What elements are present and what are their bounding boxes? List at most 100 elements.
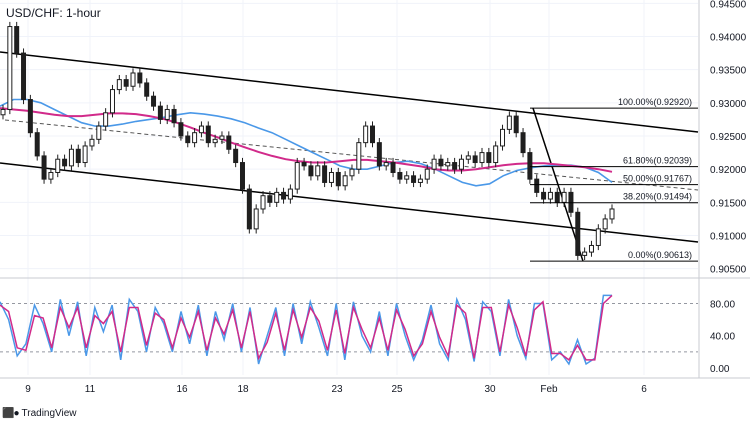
candle-body bbox=[103, 112, 109, 127]
fibonacci-levels: 100.00%(0.92920) 61.80%(0.92039) 50.00%(0.… bbox=[530, 97, 698, 262]
candle-body bbox=[233, 148, 239, 164]
candle bbox=[294, 157, 300, 194]
channel-lower-line bbox=[0, 162, 699, 243]
candle bbox=[192, 128, 198, 148]
candle bbox=[376, 137, 382, 171]
candle-body bbox=[397, 171, 403, 180]
candle bbox=[424, 164, 430, 184]
candle-body bbox=[424, 168, 430, 180]
candle-body bbox=[404, 175, 410, 180]
candle-body bbox=[506, 115, 512, 130]
chart-title: USD/CHF: 1-hour bbox=[6, 6, 101, 20]
candle bbox=[356, 137, 362, 174]
candle-body bbox=[192, 132, 198, 144]
candle bbox=[602, 214, 608, 234]
candle bbox=[62, 154, 68, 171]
candle bbox=[452, 157, 458, 174]
candle-body bbox=[294, 162, 300, 190]
candle-body bbox=[164, 108, 170, 120]
candle-body bbox=[335, 171, 341, 187]
candle bbox=[7, 21, 13, 115]
candle bbox=[595, 224, 601, 251]
candle-body bbox=[239, 162, 245, 190]
candle bbox=[274, 187, 280, 207]
candle bbox=[89, 134, 95, 151]
candle-body bbox=[356, 142, 362, 170]
candle bbox=[335, 167, 341, 191]
candle-body bbox=[89, 138, 95, 147]
candle-body bbox=[0, 108, 6, 116]
candle-body bbox=[7, 26, 13, 110]
candle bbox=[404, 171, 410, 184]
candle bbox=[82, 141, 88, 168]
candle bbox=[506, 111, 512, 135]
candle-body bbox=[500, 128, 506, 147]
candle bbox=[465, 151, 471, 164]
candle-body bbox=[493, 145, 499, 164]
candle bbox=[513, 111, 519, 138]
candle bbox=[14, 21, 20, 58]
candles bbox=[0, 21, 615, 261]
candle bbox=[75, 144, 81, 168]
time-tick-label: 16 bbox=[176, 384, 188, 395]
candle bbox=[233, 144, 239, 168]
candle-body bbox=[212, 138, 218, 144]
candle-body bbox=[219, 135, 225, 140]
candle bbox=[322, 161, 328, 188]
price-tick-label: 0.90500 bbox=[710, 265, 747, 276]
candle bbox=[41, 151, 47, 184]
candle-body bbox=[575, 211, 581, 256]
candle bbox=[144, 78, 150, 101]
candle bbox=[315, 161, 321, 181]
candle bbox=[609, 204, 615, 224]
ma-slow-line bbox=[0, 107, 613, 173]
candle-body bbox=[41, 155, 47, 180]
candle-body bbox=[123, 79, 129, 87]
candle bbox=[588, 240, 594, 257]
candle-body bbox=[301, 162, 307, 167]
price-tick-label: 0.93500 bbox=[710, 66, 747, 77]
candle-body bbox=[308, 165, 314, 177]
candle bbox=[0, 104, 6, 120]
candle bbox=[308, 161, 314, 181]
candle-body bbox=[178, 122, 184, 137]
candle bbox=[130, 68, 136, 91]
candle bbox=[246, 184, 252, 234]
candle-body bbox=[520, 132, 526, 154]
candle bbox=[417, 174, 423, 188]
candle bbox=[349, 164, 355, 181]
candle-body bbox=[547, 191, 553, 200]
candle bbox=[68, 144, 74, 171]
price-tick-label: 0.94500 bbox=[710, 0, 747, 10]
candle bbox=[383, 157, 389, 171]
candle-body bbox=[588, 244, 594, 253]
candle bbox=[27, 94, 33, 138]
candle-body bbox=[253, 208, 259, 230]
candle bbox=[534, 174, 540, 198]
fib-level-label: 0.00%(0.90613) bbox=[628, 250, 692, 260]
candle-body bbox=[96, 125, 102, 140]
time-tick-label: 18 bbox=[237, 384, 249, 395]
candle-body bbox=[554, 191, 560, 203]
candle bbox=[486, 147, 492, 168]
candle bbox=[493, 141, 499, 168]
candle-body bbox=[157, 105, 163, 120]
candle bbox=[151, 91, 157, 111]
candle-body bbox=[267, 195, 273, 203]
price-tick-label: 0.91500 bbox=[710, 198, 747, 209]
stoch-tick-label: 80.00 bbox=[710, 299, 735, 310]
candle-body bbox=[609, 208, 615, 220]
candle-body bbox=[82, 145, 88, 164]
candle-body bbox=[260, 195, 266, 210]
candle bbox=[527, 147, 533, 184]
candle-body bbox=[185, 135, 191, 144]
drawing-lines bbox=[0, 51, 699, 262]
candle-body bbox=[390, 162, 396, 173]
time-tick-label: 30 bbox=[484, 384, 496, 395]
candle bbox=[212, 134, 218, 148]
candle bbox=[198, 121, 204, 138]
candle-body bbox=[21, 52, 27, 101]
candle-body bbox=[62, 158, 68, 167]
